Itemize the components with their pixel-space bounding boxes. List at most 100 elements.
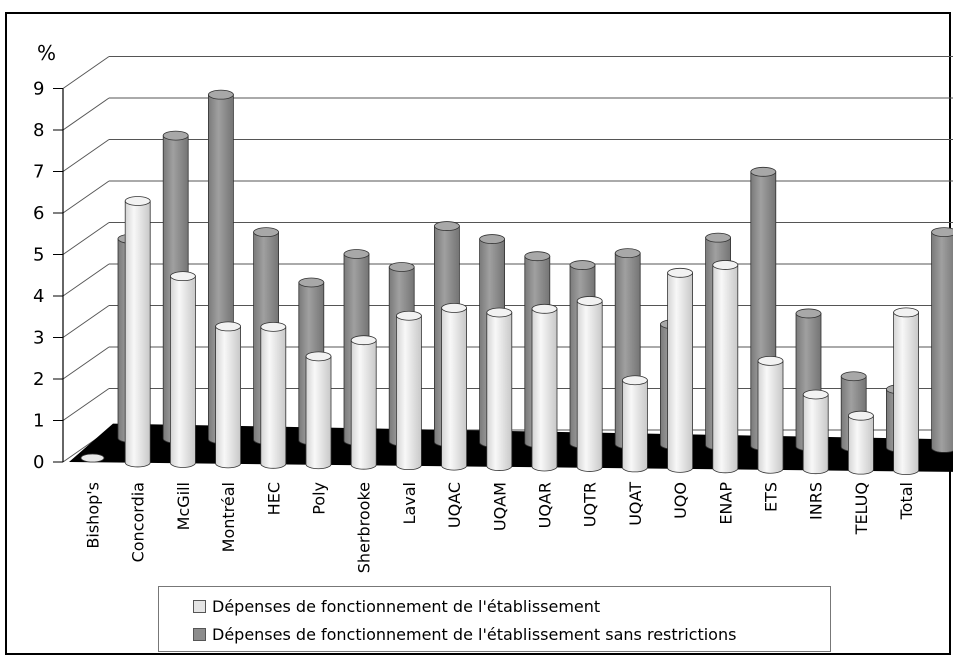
bar-back-6-cap bbox=[388, 262, 415, 272]
gridline-diagonal bbox=[62, 97, 110, 131]
y-tick-label: 7 bbox=[33, 162, 44, 183]
x-tick-label: Montréal bbox=[219, 482, 238, 552]
bar-front-14 bbox=[712, 260, 739, 474]
x-tick-label: UQAM bbox=[490, 482, 509, 531]
bar-front-12-body bbox=[622, 379, 648, 473]
bar-front-15-body bbox=[757, 360, 784, 474]
bar-front-8-body bbox=[441, 307, 467, 471]
bar-front-4 bbox=[260, 321, 287, 469]
y-tick-label: 0 bbox=[33, 452, 44, 473]
bar-front-9 bbox=[486, 307, 513, 471]
bar-front-2-cap bbox=[169, 271, 196, 282]
bar-front-8-cap bbox=[441, 302, 468, 313]
x-tick-label: INRS bbox=[807, 482, 826, 520]
bar-back-13-cap bbox=[705, 232, 731, 243]
bar-front-16-body bbox=[802, 394, 829, 475]
bar-back-10-cap bbox=[569, 260, 596, 270]
y-axis-label: % bbox=[37, 41, 56, 65]
bar-back-4-cap bbox=[298, 277, 325, 288]
gridline-diagonal bbox=[62, 388, 110, 421]
bar-front-3 bbox=[215, 321, 242, 469]
x-tick-label: Bishop's bbox=[84, 482, 103, 549]
x-tick-label: UQAR bbox=[536, 482, 555, 528]
bar-back-11-cap bbox=[614, 248, 641, 259]
bar-back-3-cap bbox=[253, 227, 280, 238]
bar-back-9-cap bbox=[524, 251, 551, 262]
x-tick-label: TELUQ bbox=[852, 482, 871, 535]
y-tick-label: 5 bbox=[33, 245, 44, 266]
bar-front-14-cap bbox=[712, 260, 739, 270]
legend-item-front: Dépenses de fonctionnement de l'établiss… bbox=[193, 595, 600, 617]
bar-front-1 bbox=[124, 196, 151, 468]
bar-front-5 bbox=[305, 351, 332, 470]
bar-front-1-body bbox=[124, 200, 151, 468]
gridline-diagonal bbox=[62, 263, 110, 297]
bar-front-13 bbox=[667, 267, 693, 473]
bar-back-18-cap bbox=[931, 227, 953, 237]
bar-front-3-body bbox=[215, 326, 241, 469]
bar-back-15-cap bbox=[795, 308, 822, 319]
bar-front-3-cap bbox=[215, 321, 242, 332]
bar-back-5-cap bbox=[343, 249, 370, 259]
y-tick-label: 8 bbox=[33, 120, 44, 141]
x-tick-label: UQAT bbox=[626, 482, 645, 526]
legend-label-front: Dépenses de fonctionnement de l'établiss… bbox=[212, 596, 601, 616]
x-tick-label: ETS bbox=[762, 482, 781, 512]
x-tick-label: UQO bbox=[671, 482, 690, 519]
gridline-diagonal bbox=[62, 222, 110, 255]
x-axis-categories: Bishop's Concordia McGill Montréal HEC Poly Sh… bbox=[84, 482, 917, 574]
legend-item-back: Dépenses de fonctionnement de l'établiss… bbox=[193, 623, 736, 645]
bar-front-17-cap bbox=[848, 410, 874, 421]
bar-back-1-cap bbox=[162, 130, 189, 141]
bar-front-18-body bbox=[893, 312, 919, 475]
x-tick-label: Poly bbox=[310, 482, 329, 515]
chart-frame: 0 1 2 3 4 5 6 7 8 9 % Bishop's Concordia McGill Mont… bbox=[5, 12, 953, 655]
x-tick-label: UQTR bbox=[581, 482, 600, 527]
bar-front-2-body bbox=[170, 275, 196, 468]
bar-front-18-cap bbox=[893, 307, 919, 318]
bar-back-14-cap bbox=[750, 166, 777, 177]
bar-front-12 bbox=[622, 375, 648, 473]
y-tick-label: 6 bbox=[33, 203, 44, 224]
bar-front-5-body bbox=[305, 355, 332, 470]
gridline-diagonal bbox=[62, 56, 110, 89]
bar-front-13-cap bbox=[667, 267, 693, 278]
bar-front-17-body bbox=[848, 415, 874, 475]
legend-swatch-front bbox=[193, 599, 206, 613]
bar-front-4-body bbox=[260, 326, 287, 469]
bar-front-16-cap bbox=[802, 389, 829, 400]
bar-front-12-cap bbox=[622, 375, 648, 386]
bar-front-7-cap bbox=[395, 310, 422, 321]
bar-front-6 bbox=[350, 335, 377, 470]
bar-front-7-body bbox=[396, 315, 422, 471]
bar-front-17 bbox=[848, 410, 874, 475]
x-tick-label: UQAC bbox=[445, 482, 464, 528]
bar-back-7-cap bbox=[433, 221, 460, 231]
y-tick-label: 1 bbox=[33, 411, 44, 432]
bar-front-10-cap bbox=[531, 303, 558, 314]
y-tick-label: 3 bbox=[33, 328, 44, 349]
x-tick-label: Sherbrooke bbox=[355, 482, 374, 573]
bar-front-9-cap bbox=[486, 307, 513, 318]
bar-front-11-cap bbox=[576, 296, 603, 306]
bar-back-16-cap bbox=[840, 371, 867, 382]
bar-front-10-body bbox=[531, 308, 558, 472]
bar-front-9-body bbox=[486, 312, 513, 471]
bar-back-2-cap bbox=[207, 89, 234, 100]
bar-back-8-cap bbox=[479, 234, 506, 244]
x-tick-label: McGill bbox=[174, 482, 193, 530]
gridline-diagonal bbox=[62, 180, 110, 214]
gridline-diagonal bbox=[62, 139, 110, 172]
bar-back-18-body bbox=[931, 231, 953, 453]
bar-front-4-cap bbox=[260, 321, 287, 332]
bar-front-15 bbox=[757, 355, 784, 474]
legend-swatch-back bbox=[193, 627, 206, 641]
y-tick-label: 2 bbox=[33, 369, 44, 390]
bar-front-6-cap bbox=[350, 335, 377, 346]
y-tick-label: 4 bbox=[33, 286, 44, 307]
bar-front-16 bbox=[802, 389, 829, 475]
bar-front-5-cap bbox=[305, 351, 332, 362]
bar-front-7 bbox=[395, 310, 422, 471]
bar-front-2 bbox=[169, 271, 196, 468]
bar-front-11-body bbox=[576, 300, 603, 472]
